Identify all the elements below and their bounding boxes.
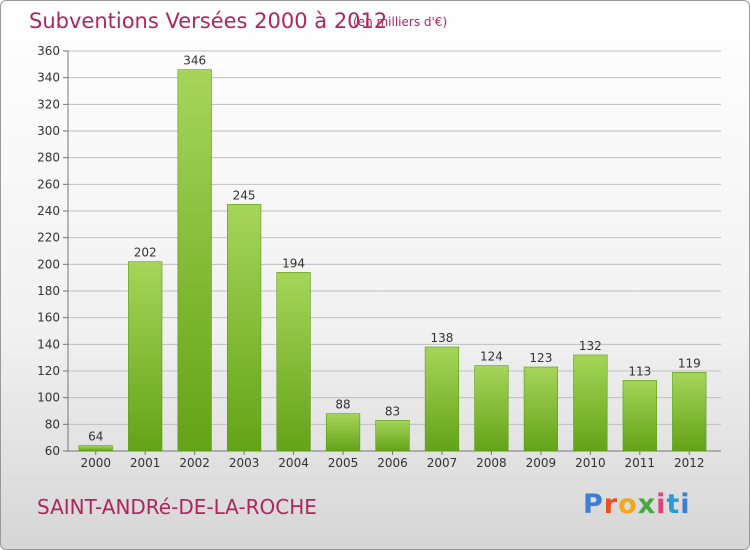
data-label-2009: 123 (529, 351, 552, 365)
data-label-2011: 113 (628, 364, 651, 378)
commune-name: SAINT-ANDRé-DE-LA-ROCHE (37, 495, 317, 519)
data-label-2001: 202 (134, 246, 157, 260)
data-label-2003: 245 (233, 188, 256, 202)
bar-2011 (622, 380, 657, 452)
data-label-2006: 83 (385, 404, 400, 418)
y-tick-label: 80 (45, 417, 60, 431)
y-tick-label: 60 (45, 444, 60, 458)
data-labels: 64 202 346 245 194 88 83 138 124 123 132 113 119 (88, 54, 701, 444)
logo-letter: P (583, 489, 604, 520)
y-tick-label: 280 (37, 151, 60, 165)
x-tick-label: 2011 (625, 456, 656, 470)
bar-2010 (573, 354, 608, 452)
y-tick-label: 120 (37, 364, 60, 378)
logo-letter: r (603, 489, 619, 520)
bar-2006 (375, 420, 410, 452)
bar-2002 (177, 69, 212, 452)
y-tick-label: 160 (37, 311, 60, 325)
bar-2004 (276, 272, 311, 452)
logo-letter: i (680, 489, 691, 520)
y-tick-label: 300 (37, 124, 60, 138)
data-label-2005: 88 (335, 398, 350, 412)
y-tick-label: 360 (37, 44, 60, 58)
y-tick-label: 220 (37, 231, 60, 245)
bar-2009 (523, 366, 559, 452)
bar-2003 (226, 204, 262, 452)
bar-2007 (424, 346, 460, 452)
logo-letter: x (637, 489, 657, 520)
x-tick-label: 2003 (229, 456, 260, 470)
logo-letter: i (656, 489, 667, 520)
x-tick-label: 2002 (179, 456, 210, 470)
data-label-2008: 124 (480, 350, 503, 364)
x-tick-label: 2004 (278, 456, 309, 470)
y-tick-label: 180 (37, 284, 60, 298)
y-tick-label: 140 (37, 337, 60, 351)
data-label-2000: 64 (88, 430, 103, 444)
bar-2000 (78, 445, 113, 452)
bar-2001 (128, 261, 163, 452)
y-tick-label: 100 (37, 391, 60, 405)
chart-subtitle: (en milliers d'€) (353, 15, 448, 29)
data-label-2007: 138 (431, 331, 454, 345)
x-tick-label: 2010 (575, 456, 606, 470)
data-label-2012: 119 (678, 356, 701, 370)
bars (78, 69, 707, 452)
x-tick-label: 2012 (674, 456, 705, 470)
x-tick-label: 2006 (377, 456, 408, 470)
y-tick-label: 340 (37, 71, 60, 85)
bar-2008 (474, 365, 509, 452)
proxiti-logo: Proxiti (583, 489, 691, 520)
bar-chart: 60 80 100 120 140 160 180 200 220 240 260 280 300 320… (37, 44, 721, 470)
x-tick-label: 2009 (526, 456, 557, 470)
x-tick-label: 2000 (80, 456, 111, 470)
y-tick-label: 240 (37, 204, 60, 218)
x-tick-label: 2008 (476, 456, 507, 470)
data-label-2010: 132 (579, 339, 602, 353)
axes: 60 80 100 120 140 160 180 200 220 240 260 280 300 320… (37, 44, 721, 470)
chart-title: Subventions Versées 2000 à 2012 (29, 9, 388, 33)
y-tick-label: 260 (37, 177, 60, 191)
y-tick-label: 320 (37, 97, 60, 111)
bar-2005 (325, 413, 361, 452)
data-label-2004: 194 (282, 256, 305, 270)
logo-letter: o (618, 489, 638, 520)
x-tick-label: 2005 (328, 456, 359, 470)
logo-letter: t (666, 489, 681, 520)
bar-2012 (672, 372, 707, 452)
x-tick-label: 2001 (130, 456, 161, 470)
y-tick-label: 200 (37, 257, 60, 271)
x-tick-label: 2007 (427, 456, 458, 470)
data-label-2002: 346 (183, 54, 206, 68)
